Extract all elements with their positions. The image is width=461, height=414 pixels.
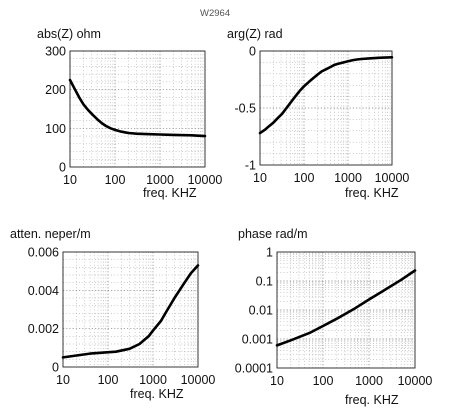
x-tick-label: 100 [98, 373, 119, 387]
y-tick-label: -1 [245, 159, 256, 173]
x-tick-label: 10 [270, 374, 284, 388]
x-tick-label: 10000 [181, 373, 216, 387]
plot-frame [69, 50, 206, 168]
x-tick-label: 1000 [139, 373, 167, 387]
chart-title: phase rad/m [238, 227, 307, 241]
y-tick-label: 0.002 [28, 322, 59, 336]
data-line [61, 264, 200, 359]
y-tick-label: 0 [52, 361, 59, 375]
y-tick-label: 200 [45, 83, 66, 97]
y-tick-label: 0.01 [249, 304, 273, 318]
data-line [258, 55, 394, 135]
y-tick-label: 0.001 [242, 333, 273, 347]
x-tick-label: 100 [313, 374, 334, 388]
x-axis-label: freq. KHZ [345, 393, 399, 407]
data-line [275, 269, 417, 347]
y-tick-label: -0.5 [234, 102, 256, 116]
y-tick-label: 1 [266, 246, 273, 260]
chart-title: atten. neper/m [10, 227, 91, 241]
y-tick-label: 300 [45, 45, 66, 59]
chart-phase: phase rad/m freq. KHZ 10 100 1000 10000 0.00… [235, 227, 433, 407]
x-tick-label: 1000 [146, 173, 174, 187]
y-tick-label: 0.0001 [235, 362, 273, 376]
data-line [68, 78, 207, 138]
x-tick-label: 1000 [355, 374, 383, 388]
chart-abs-z: abs(Z) ohm freq. KHZ 10 100 1000 10000 0 100 2… [37, 27, 222, 200]
plot-frame [62, 251, 199, 368]
y-tick-label: 100 [45, 122, 66, 136]
chart-attenuation: atten. neper/m freq. KHZ 10 100 1000 10000 0… [10, 227, 215, 401]
x-tick-label: 100 [105, 173, 126, 187]
x-tick-label: 10 [253, 171, 267, 185]
plot-frame [276, 251, 416, 369]
x-axis-label: freq. KHZ [345, 186, 399, 200]
y-tick-label: 0.004 [28, 284, 59, 298]
x-tick-label: 10000 [188, 173, 223, 187]
x-tick-label: 10000 [398, 374, 433, 388]
y-tick-label: 0.1 [256, 275, 273, 289]
x-tick-label: 100 [294, 171, 315, 185]
y-tick-label: 0 [59, 161, 66, 175]
chart-title: arg(Z) rad [227, 27, 283, 41]
plot-frame [259, 50, 393, 166]
x-axis-label: freq. KHZ [143, 186, 197, 200]
figure-code: W2964 [200, 8, 230, 19]
x-tick-label: 10 [63, 173, 77, 187]
x-tick-label: 1000 [334, 171, 362, 185]
x-axis-label: freq. KHZ [130, 387, 184, 401]
y-tick-label: 0.006 [28, 246, 59, 260]
chart-title: abs(Z) ohm [37, 27, 101, 41]
chart-arg-z: arg(Z) rad freq. KHZ 10 100 1000 10000 -1 -0.… [227, 27, 409, 200]
y-tick-label: 0 [249, 45, 256, 59]
x-tick-label: 10000 [375, 171, 410, 185]
x-tick-label: 10 [56, 373, 70, 387]
